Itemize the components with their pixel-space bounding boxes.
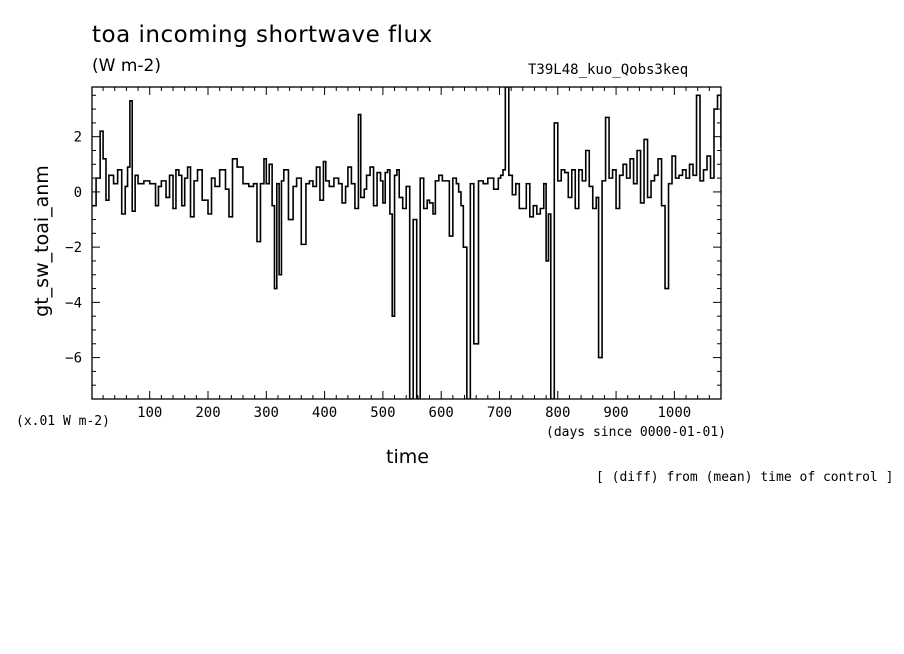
y-axis-units: (x.01 W m-2) bbox=[16, 414, 110, 429]
x-tick-label: 700 bbox=[487, 405, 512, 421]
minor-ticks bbox=[92, 87, 722, 400]
x-tick-labels: 100 200 300 400 500 600 700 800 900 1000 bbox=[137, 405, 691, 421]
x-tick-label: 100 bbox=[137, 405, 162, 421]
y-tick-labels: 2 0 −2 −4 −6 bbox=[65, 130, 82, 367]
x-tick-label: 500 bbox=[370, 405, 395, 421]
x-tick-label: 1000 bbox=[658, 405, 692, 421]
y-tick-label: −6 bbox=[65, 351, 82, 367]
diff-note: [ (diff) from (mean) time of control ] bbox=[596, 470, 894, 485]
x-tick-label: 300 bbox=[254, 405, 279, 421]
y-tick-label: 0 bbox=[74, 185, 82, 201]
plot-frame bbox=[91, 86, 722, 400]
chart-title: toa incoming shortwave flux bbox=[92, 22, 433, 48]
x-tick-label: 400 bbox=[312, 405, 337, 421]
run-label: T39L48_kuo_Qobs3keq bbox=[528, 62, 689, 78]
y-tick-label: −2 bbox=[65, 240, 82, 256]
x-tick-label: 600 bbox=[429, 405, 454, 421]
major-ticks bbox=[92, 87, 721, 399]
y-tick-label: 2 bbox=[74, 130, 82, 146]
x-tick-label: 800 bbox=[545, 405, 570, 421]
chart-units: (W m-2) bbox=[92, 56, 161, 76]
x-axis-units: (days since 0000-01-01) bbox=[546, 425, 727, 440]
y-tick-label: −4 bbox=[65, 295, 82, 311]
x-tick-label: 200 bbox=[195, 405, 220, 421]
series-line bbox=[92, 87, 721, 399]
x-axis-label: time bbox=[386, 446, 429, 468]
x-tick-label: 900 bbox=[603, 405, 628, 421]
